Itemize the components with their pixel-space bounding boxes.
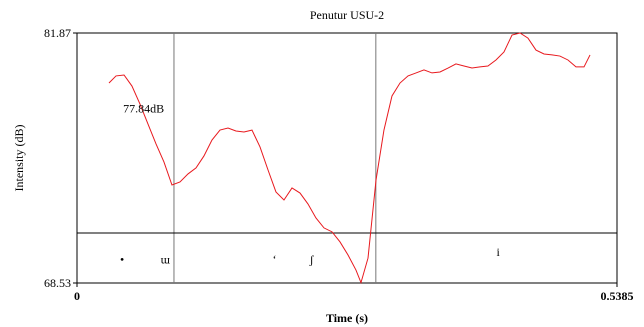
intensity-line xyxy=(108,32,591,285)
segment-label: i xyxy=(496,245,500,259)
segment-label: ʃ xyxy=(309,252,315,266)
y-tick-label: 68.53 xyxy=(44,276,71,290)
annotation: 77.84dB xyxy=(123,102,164,116)
y-axis-label: Intensity (dB) xyxy=(12,125,26,192)
x-axis-label: Time (s) xyxy=(326,311,368,325)
segment-label: • xyxy=(120,252,124,266)
x-tick-label: 0 xyxy=(74,289,80,303)
y-tick-label: 81.87 xyxy=(44,26,71,40)
segment-label: ɯ xyxy=(161,252,171,266)
x-tick-label: 0.5385 xyxy=(601,289,634,303)
chart-title: Penutur USU-2 xyxy=(310,8,384,22)
segment-label: ʻ xyxy=(273,252,277,266)
plot-frame xyxy=(76,32,618,284)
